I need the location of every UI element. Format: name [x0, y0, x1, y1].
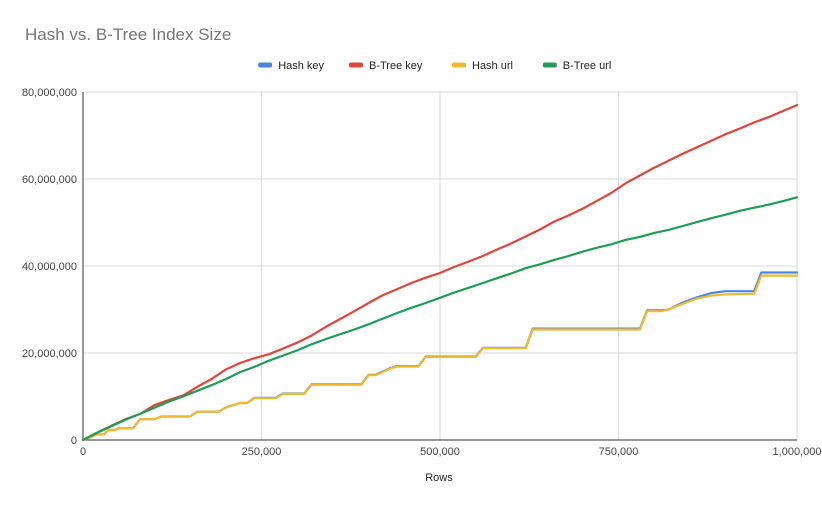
x-tick-label: 1,000,000 [773, 446, 822, 458]
legend-label: Hash url [472, 60, 513, 72]
legend-item-b-tree-key: B-Tree key [349, 60, 423, 72]
x-tick-label: 500,000 [420, 446, 460, 458]
y-tick-label: 60,000,000 [22, 174, 77, 186]
legend-swatch [542, 62, 557, 68]
series-line-b-tree-key [81, 104, 799, 442]
legend-label: Hash key [278, 60, 324, 72]
legend-item-b-tree-url: B-Tree url [542, 60, 612, 72]
legend-label: B-Tree url [563, 60, 612, 72]
x-tick-label: 0 [80, 446, 86, 458]
x-tick-label: 750,000 [599, 446, 639, 458]
legend-swatch [452, 62, 466, 68]
legend-label: B-Tree key [369, 60, 423, 72]
legend-item-hash-url: Hash url [452, 60, 513, 72]
x-axis-label: Rows [425, 472, 453, 484]
y-tick-label: 0 [71, 435, 77, 447]
legend-item-hash-key: Hash key [258, 60, 325, 72]
series-line-hash-url [81, 274, 799, 442]
y-tick-label: 80,000,000 [22, 87, 77, 99]
series-line-b-tree-url [81, 196, 799, 442]
series-lines [81, 104, 799, 442]
tick-labels: 0 20,000,000 40,000,000 60,000,000 80,000,00… [22, 87, 822, 458]
y-tick-label: 40,000,000 [22, 261, 77, 273]
legend-swatch [258, 62, 273, 68]
legend-swatch [349, 62, 363, 68]
x-tick-label: 250,000 [242, 446, 282, 458]
legend: Hash key B-Tree key Hash url B-Tree url [258, 60, 611, 72]
chart-title: Hash vs. B-Tree Index Size [25, 25, 231, 44]
y-tick-label: 20,000,000 [22, 348, 77, 360]
gridlines [83, 91, 798, 440]
axes [82, 92, 797, 441]
